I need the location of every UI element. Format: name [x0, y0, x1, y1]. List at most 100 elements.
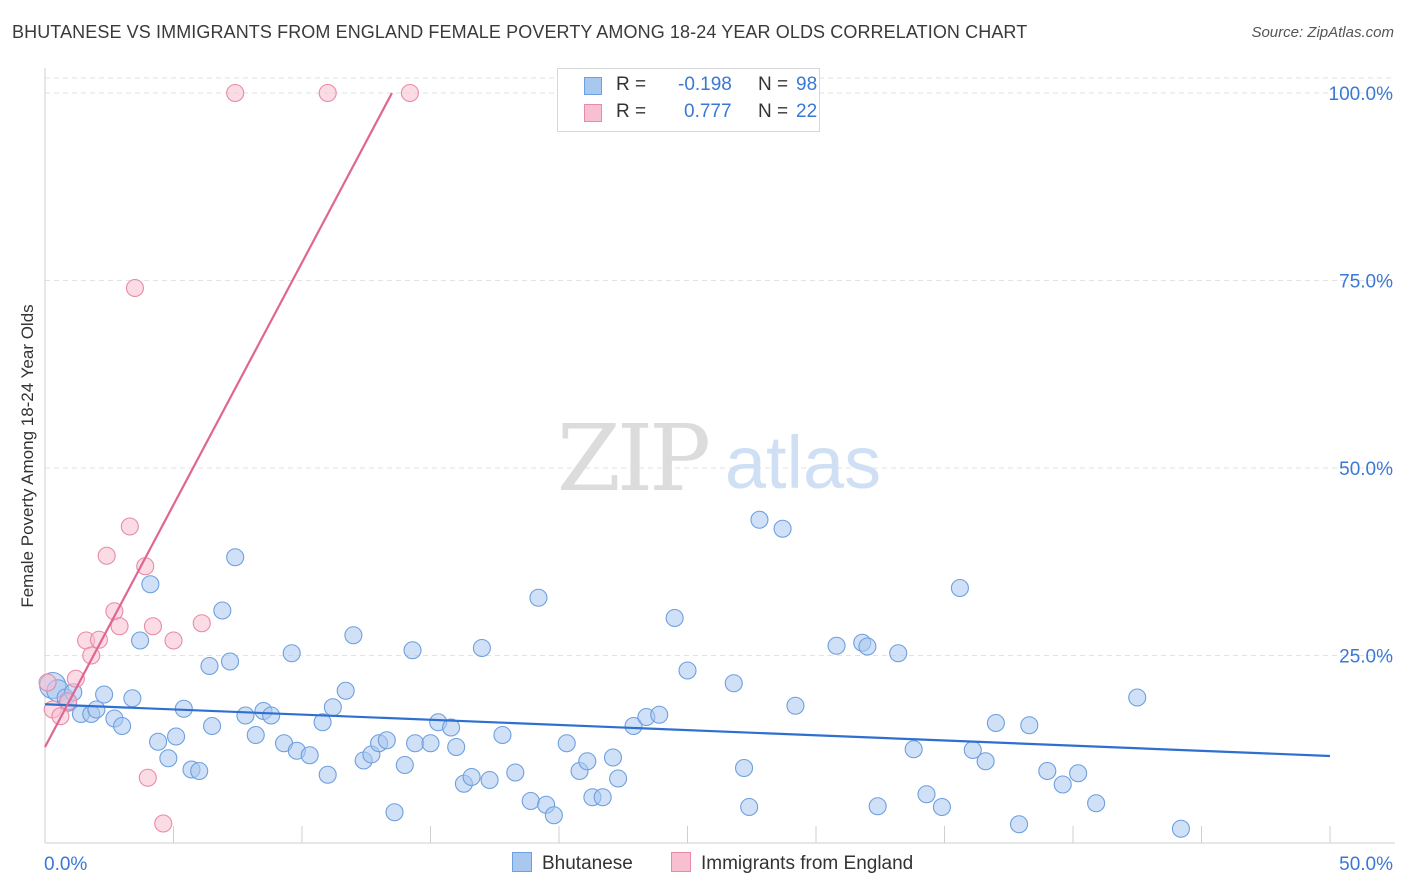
bhutanese-point	[462, 767, 481, 787]
bhutanese-point	[593, 788, 612, 807]
bhutanese-point	[1009, 815, 1029, 834]
bhutanese-point	[421, 734, 440, 753]
bhutanese-point	[493, 725, 512, 745]
bhutanese-point	[529, 588, 548, 607]
x-axis-tick-labels: 0.0% 50.0%	[44, 854, 1393, 875]
immigrants-england-point	[192, 614, 211, 633]
immigrants-england-point	[110, 617, 129, 636]
bhutanese-point	[1087, 794, 1106, 813]
immigrants-england-point	[154, 814, 173, 833]
bhutanese-point	[167, 727, 186, 746]
legend-r-label: R =	[616, 74, 647, 95]
bhutanese-point	[740, 797, 759, 817]
bhutanese-point	[282, 644, 301, 663]
immigrants-england-point	[143, 617, 162, 636]
bhutanese-point	[323, 698, 342, 717]
bhutanese-point	[603, 748, 623, 767]
bhutanese-point	[336, 681, 355, 700]
bhutanese-point	[190, 761, 209, 781]
legend-r-value: -0.198	[678, 74, 732, 95]
bhutanese-point	[141, 575, 160, 594]
bhutanese-point	[123, 689, 142, 708]
bhutanese-point	[149, 732, 168, 751]
bhutanese-point	[246, 725, 265, 745]
legend-r-label: R =	[616, 101, 647, 122]
watermark-atlas: atlas	[725, 421, 881, 504]
watermark-zip: ZIP	[557, 405, 708, 512]
bhutanese-point	[1069, 764, 1088, 783]
bhutanese-point	[313, 713, 332, 732]
immigrants-england-point	[38, 673, 57, 692]
bhutanese-point	[159, 749, 178, 768]
y-axis-tick-labels: 25.0% 50.0% 75.0% 100.0%	[1329, 84, 1394, 668]
bhutanese-trend-line	[44, 703, 1331, 758]
bhutanese-point	[932, 797, 951, 817]
immigrants-england-point	[138, 768, 157, 787]
bottom-legend-immigrants-england: Immigrants from England	[671, 852, 913, 875]
bhutanese-point	[344, 626, 363, 645]
bhutanese-point	[665, 608, 684, 628]
bhutanese-point	[385, 803, 404, 822]
bhutanese-point	[480, 770, 499, 790]
bhutanese-point	[724, 674, 743, 693]
legend-swatch-pink	[584, 104, 602, 122]
bhutanese-point	[868, 797, 887, 816]
bhutanese-point	[1053, 775, 1072, 794]
bhutanese-point	[1128, 688, 1147, 707]
bhutanese-point	[544, 806, 563, 825]
bhutanese-point	[377, 731, 396, 750]
y-tick-label: 50.0%	[1339, 459, 1393, 480]
stats-legend: R = -0.198 N = 98 R = 0.777 N = 22	[557, 68, 820, 132]
bhutanese-point	[395, 755, 414, 775]
bhutanese-point	[678, 661, 697, 680]
legend-swatch-blue	[584, 77, 602, 95]
legend-n-value: 22	[796, 101, 818, 122]
bhutanese-point	[506, 763, 525, 782]
bhutanese-point	[976, 752, 995, 771]
bhutanese-point	[200, 656, 219, 676]
bottom-legend-swatch-blue	[512, 852, 532, 872]
immigrants-england-point	[97, 546, 116, 565]
x-tick-label: 0.0%	[44, 854, 87, 875]
immigrants-england-point	[125, 278, 144, 298]
y-tick-label: 100.0%	[1329, 84, 1394, 105]
bottom-legend-label: Bhutanese	[542, 853, 633, 874]
bottom-legend-swatch-pink	[671, 852, 691, 872]
bhutanese-point	[1020, 716, 1039, 735]
immigrants-england-trend-line	[44, 92, 393, 748]
bhutanese-point	[87, 700, 106, 719]
source-credit: Source: ZipAtlas.com	[1251, 24, 1394, 41]
bhutanese-point	[578, 752, 597, 771]
bhutanese-point	[827, 636, 846, 655]
immigrants-england-point	[400, 83, 419, 103]
bhutanese-point	[203, 716, 222, 736]
bhutanese-point	[95, 685, 114, 704]
bhutanese-point	[650, 705, 669, 724]
bhutanese-point	[226, 548, 245, 567]
bhutanese-point	[624, 716, 643, 736]
y-axis-label: Female Poverty Among 18-24 Year Olds	[18, 304, 37, 608]
bhutanese-point	[131, 631, 150, 650]
bhutanese-point	[1171, 819, 1190, 838]
bhutanese-point	[403, 641, 422, 660]
legend-n-label: N =	[758, 101, 789, 122]
bhutanese-point	[318, 765, 337, 784]
x-tick-label: 50.0%	[1339, 854, 1393, 875]
legend-r-value: 0.777	[684, 101, 732, 122]
bhutanese-point	[213, 601, 232, 620]
bhutanese-point	[300, 746, 319, 765]
watermark: ZIP atlas	[557, 405, 881, 512]
bhutanese-point	[950, 578, 969, 598]
bhutanese-point	[447, 737, 466, 757]
bhutanese-point	[472, 638, 491, 658]
bhutanese-point	[220, 652, 240, 671]
trend-lines	[44, 92, 1331, 758]
y-tick-label: 75.0%	[1339, 272, 1393, 293]
immigrants-england-point	[318, 83, 337, 103]
chart-title: BHUTANESE VS IMMIGRANTS FROM ENGLAND FEM…	[12, 22, 1028, 42]
bhutanese-point	[113, 716, 132, 736]
legend-n-label: N =	[758, 74, 789, 95]
bhutanese-point	[521, 791, 540, 811]
bhutanese-point	[557, 734, 576, 753]
